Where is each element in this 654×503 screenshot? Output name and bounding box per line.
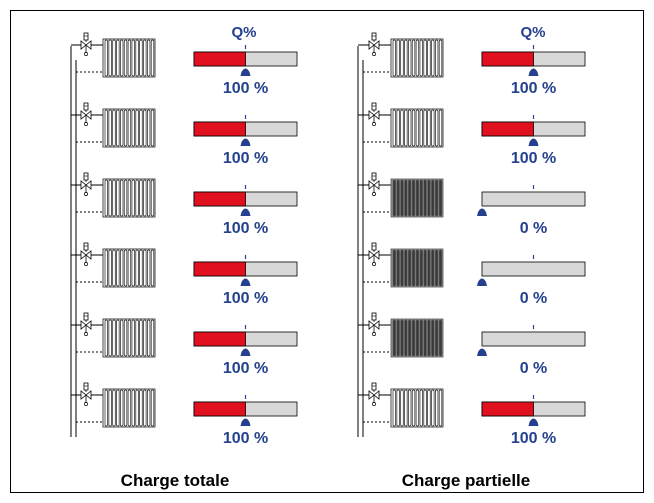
caption-charge-partielle: Charge partielle (402, 471, 531, 490)
thermostatic-valve-icon (368, 242, 380, 266)
panel-charge-totale: 100 % 100 % 100 % 100 % 100 % 100 % (70, 32, 298, 447)
pointer-icon (240, 418, 251, 426)
radiator-icon (102, 248, 156, 288)
radiator-row: 100 % (358, 32, 586, 97)
radiator-row: 0 % (358, 172, 586, 237)
radiator-row: 100 % (358, 382, 586, 447)
load-bar-track (481, 261, 586, 277)
pointer-icon (477, 278, 487, 286)
load-percent-label: 0 % (520, 220, 548, 237)
thermostatic-valve-icon (368, 172, 380, 196)
frame-border (10, 10, 644, 493)
load-bar (193, 45, 298, 67)
load-percent-label: 100 % (223, 150, 268, 167)
radiator-icon (390, 108, 444, 148)
radiator-row: 100 % (358, 102, 586, 167)
thermostatic-valve-icon (80, 172, 92, 196)
q-percent-header-right: Q% (520, 24, 545, 41)
pointer-icon (477, 208, 487, 216)
load-bar (193, 255, 298, 277)
load-percent-label: 100 % (223, 360, 268, 377)
load-bar (481, 255, 586, 277)
load-bar-fill (481, 51, 534, 67)
load-bar (481, 45, 586, 67)
radiator-icon (390, 38, 444, 78)
q-percent-header-left: Q% (231, 24, 256, 41)
load-bar (481, 115, 586, 137)
load-bar-track (481, 331, 586, 347)
load-percent-label: 100 % (511, 150, 556, 167)
load-percent-label: 0 % (520, 360, 548, 377)
radiator-row: 100 % (71, 242, 298, 307)
load-percent-label: 100 % (511, 80, 556, 97)
load-bar (481, 185, 586, 207)
load-bar-fill (193, 401, 246, 417)
load-bar (193, 395, 298, 417)
load-bar (481, 395, 586, 417)
load-percent-label: 100 % (223, 220, 268, 237)
radiator-row: 100 % (71, 102, 298, 167)
radiator-icon (390, 248, 444, 288)
load-bar (193, 325, 298, 347)
load-percent-label: 0 % (520, 290, 548, 307)
radiator-icon (390, 178, 444, 218)
thermostatic-valve-icon (80, 102, 92, 126)
pointer-icon (528, 418, 539, 426)
load-bar-fill (193, 261, 246, 277)
radiator-icon (102, 38, 156, 78)
load-percent-label: 100 % (223, 430, 268, 447)
thermostatic-valve-icon (80, 242, 92, 266)
load-percent-label: 100 % (223, 80, 268, 97)
thermostatic-valve-icon (368, 32, 380, 56)
load-bar-fill (193, 51, 246, 67)
thermostatic-valve-icon (368, 382, 380, 406)
thermostatic-valve-icon (80, 382, 92, 406)
load-bar-fill (193, 331, 246, 347)
pointer-icon (528, 68, 539, 76)
radiator-row: 0 % (358, 242, 586, 307)
thermostatic-valve-icon (368, 102, 380, 126)
pointer-icon (240, 138, 251, 146)
thermostatic-valve-icon (368, 312, 380, 336)
load-bar-fill (193, 191, 246, 207)
radiator-row: 0 % (358, 312, 586, 377)
thermostatic-valve-icon (80, 32, 92, 56)
load-bar-fill (193, 121, 246, 137)
load-bar-track (481, 191, 586, 207)
radiator-row: 100 % (71, 172, 298, 237)
load-bar (193, 115, 298, 137)
load-bar (481, 325, 586, 347)
radiator-icon (390, 388, 444, 428)
load-percent-label: 100 % (223, 290, 268, 307)
panel-charge-partielle: 100 % 100 % 0 % 0 % 0 % 100 % (357, 32, 586, 447)
load-bar-fill (481, 401, 534, 417)
load-percent-label: 100 % (511, 430, 556, 447)
pointer-icon (240, 68, 251, 76)
load-bar-fill (481, 121, 534, 137)
pointer-icon (528, 138, 539, 146)
pointer-icon (240, 348, 251, 356)
radiator-icon (102, 178, 156, 218)
pointer-icon (240, 208, 251, 216)
radiator-icon (390, 318, 444, 358)
caption-charge-totale: Charge totale (121, 471, 230, 490)
pointer-icon (477, 348, 487, 356)
radiator-icon (102, 318, 156, 358)
radiator-row: 100 % (71, 312, 298, 377)
radiator-row: 100 % (71, 382, 298, 447)
thermostatic-valve-icon (80, 312, 92, 336)
radiator-icon (102, 388, 156, 428)
pointer-icon (240, 278, 251, 286)
load-bar (193, 185, 298, 207)
radiator-row: 100 % (71, 32, 298, 97)
radiator-icon (102, 108, 156, 148)
